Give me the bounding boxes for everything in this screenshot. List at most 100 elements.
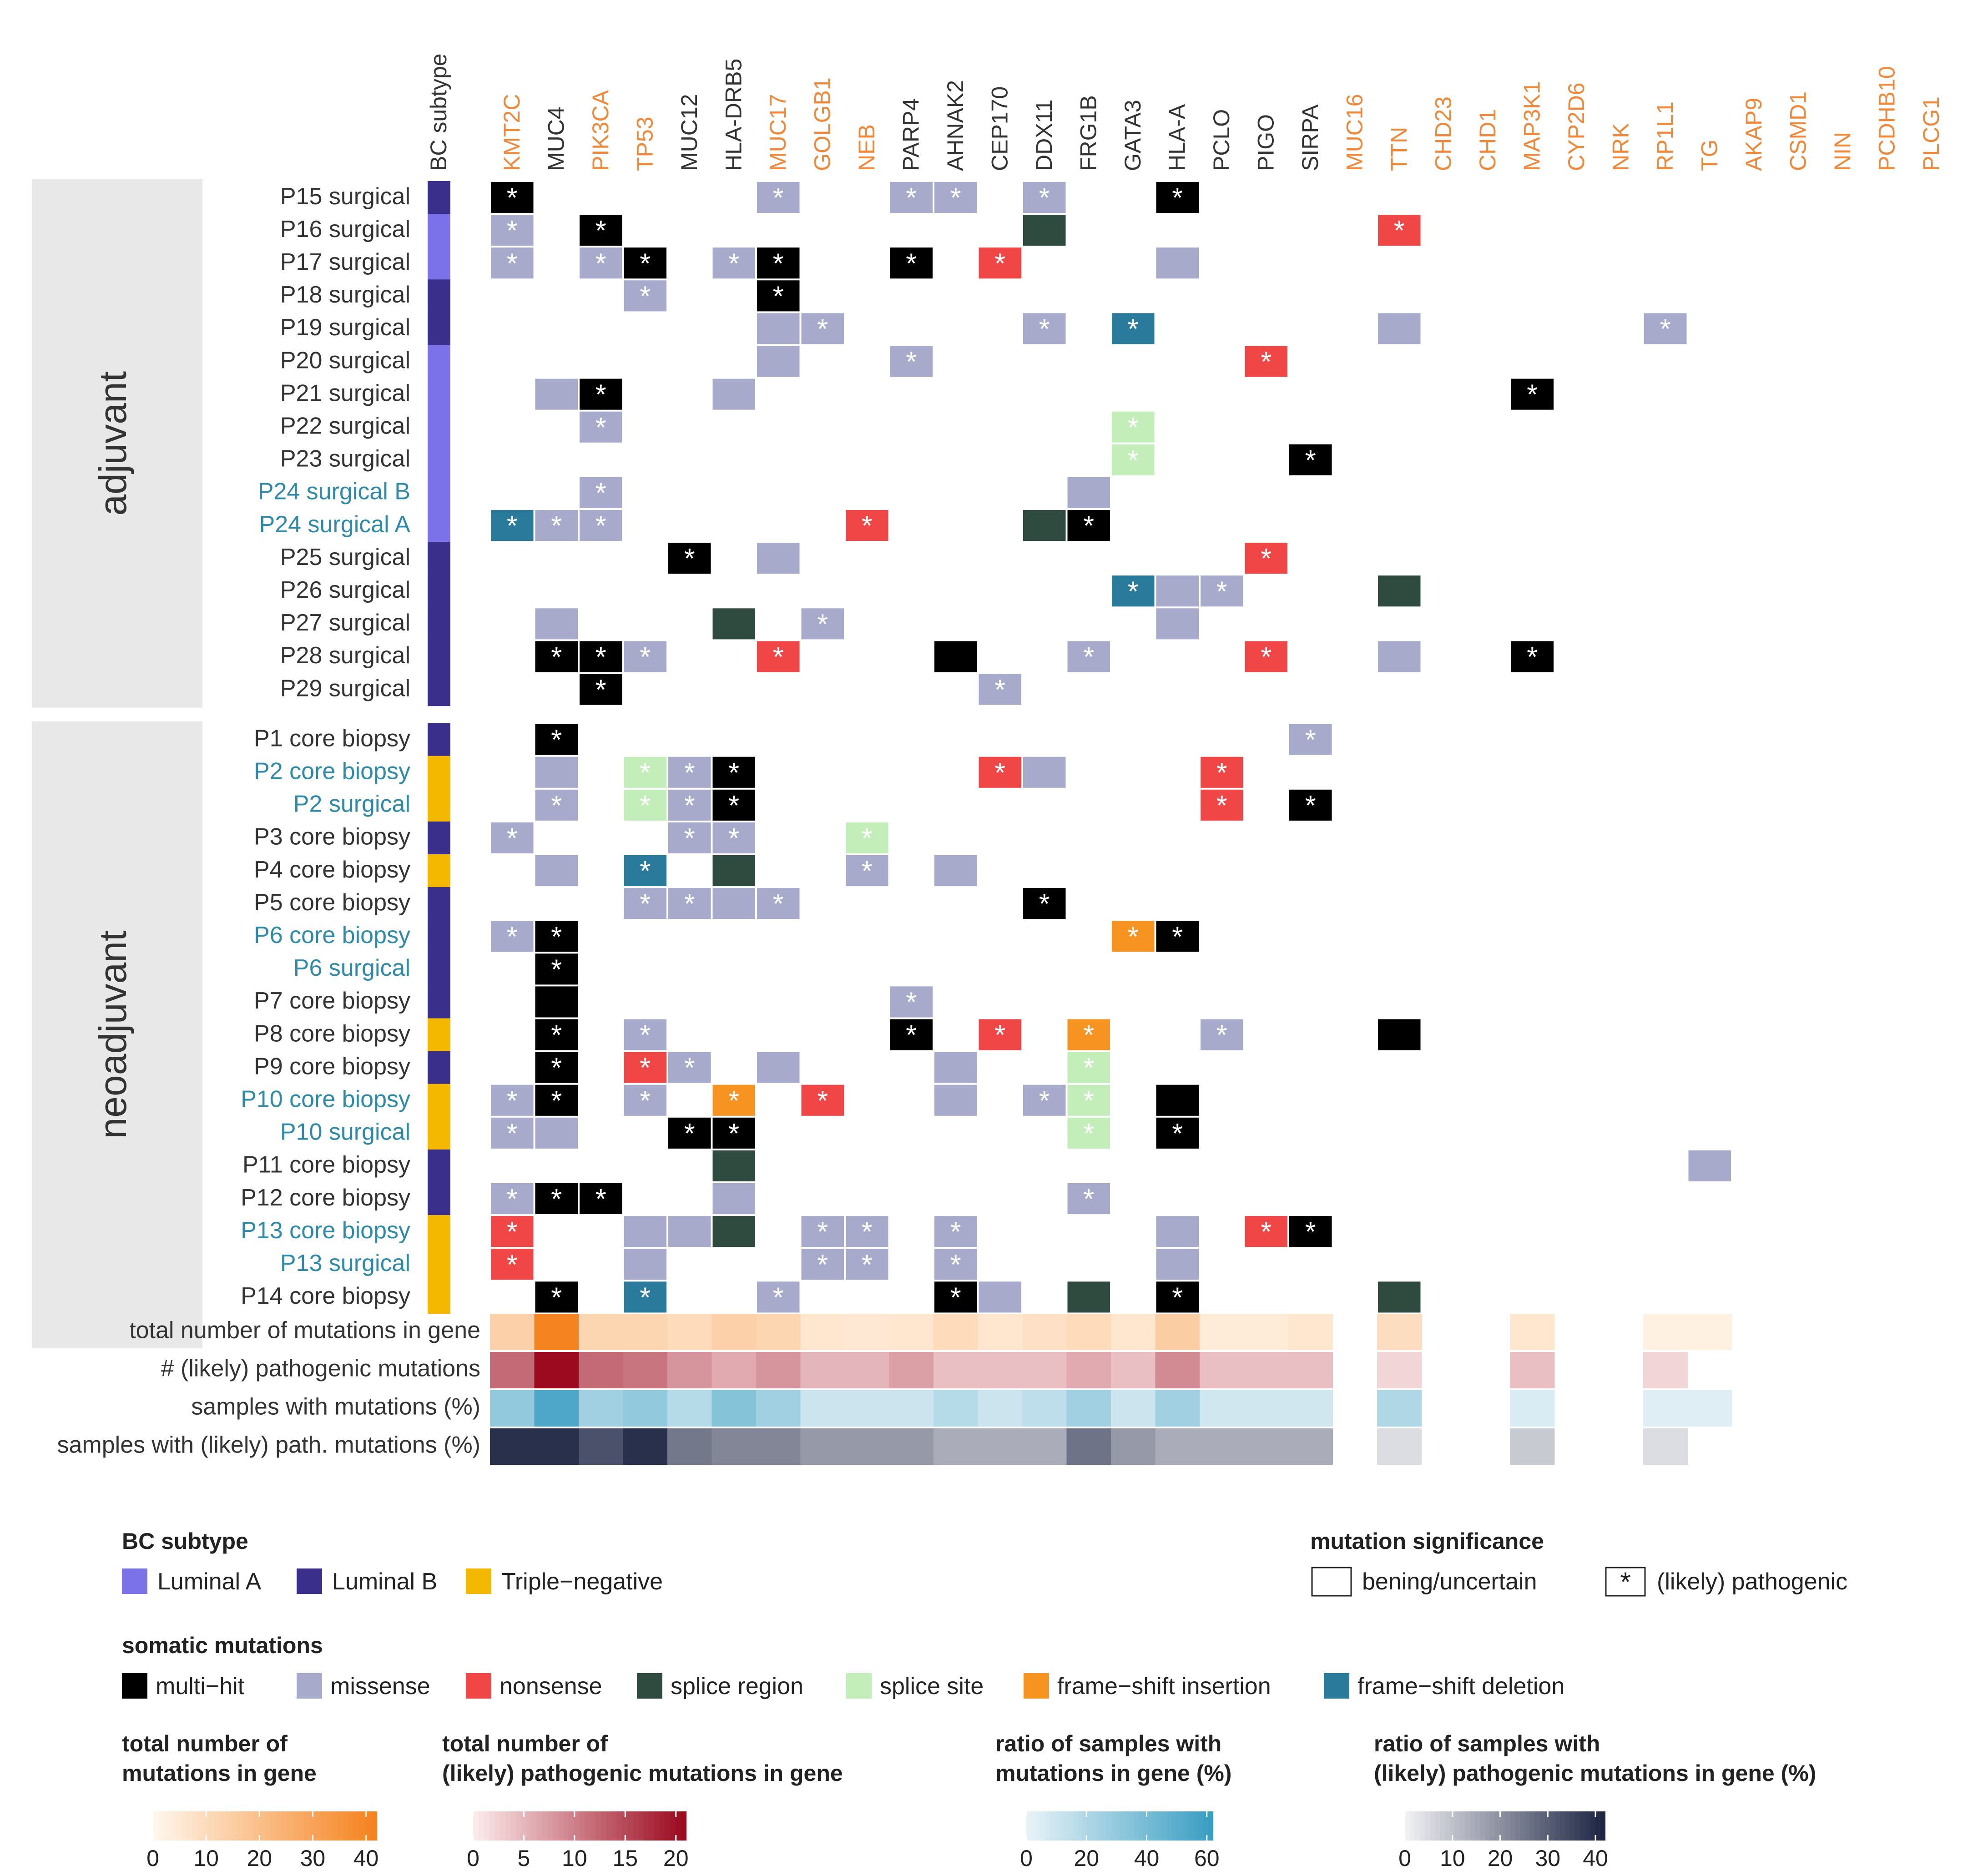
legend-scale-gradient-step	[515, 1811, 522, 1841]
summary-cell	[490, 1314, 535, 1350]
legend-scale-tick-label: 5	[518, 1846, 530, 1871]
legend-scale-gradient-step	[348, 1811, 355, 1841]
legend-scale-gradient-step	[649, 1811, 655, 1841]
cell-frameshift-insertion	[712, 1084, 755, 1116]
pathogenic-marker: *	[1261, 1216, 1272, 1248]
legend-scale-gradient-step	[1129, 1811, 1134, 1841]
cell-missense	[934, 855, 977, 887]
pathogenic-marker: *	[1305, 445, 1316, 476]
pathogenic-marker: *	[551, 954, 562, 985]
legend-scale-gradient-step	[1035, 1811, 1041, 1841]
legend-scale-gradient-step	[1203, 1811, 1209, 1841]
pathogenic-marker: *	[950, 1249, 961, 1281]
gene-label-AKAP9: AKAP9	[1741, 98, 1766, 171]
legend-scale-gradient-step	[225, 1811, 232, 1841]
legend-scale-gradient-step	[1171, 1811, 1176, 1841]
pathogenic-marker: *	[862, 1216, 873, 1248]
subtype-cell	[428, 640, 450, 674]
legend-scale-gradient-step	[1420, 1811, 1425, 1841]
pathogenic-marker: *	[1216, 757, 1227, 789]
cell-splice-region	[1023, 510, 1066, 541]
subtype-cell	[428, 1051, 450, 1084]
cell-nonsense	[1201, 756, 1243, 788]
pathogenic-marker: *	[595, 412, 606, 444]
legend-scale-gradient-step	[574, 1811, 580, 1841]
legend-scale-gradient-step	[1480, 1811, 1485, 1841]
summary-cell	[756, 1428, 801, 1465]
summary-cell	[1643, 1390, 1688, 1427]
sample-label: P2 surgical	[293, 791, 410, 817]
sample-label: P12 core biopsy	[241, 1185, 410, 1211]
summary-cell	[579, 1428, 623, 1465]
legend-scale-gradient-step	[1475, 1811, 1480, 1841]
pathogenic-marker: *	[773, 641, 784, 673]
legend-scale-gradient-step	[270, 1811, 277, 1841]
legend-subtype-swatch	[122, 1568, 147, 1594]
cell-multi-hit	[890, 247, 933, 279]
legend-scale-gradient-step	[484, 1811, 490, 1841]
legend-scale-gradient-step	[220, 1811, 226, 1841]
summary-cell	[1244, 1314, 1289, 1350]
gene-label-SIRPA: SIRPA	[1297, 104, 1323, 171]
pathogenic-marker: *	[1216, 790, 1227, 822]
cell-missense	[535, 756, 578, 788]
legend-scale-gradient-step	[542, 1811, 548, 1841]
subtype-cell	[428, 279, 450, 313]
summary-cell	[1510, 1428, 1555, 1465]
cell-multi-hit	[1067, 510, 1110, 541]
summary-cell	[934, 1390, 978, 1427]
pathogenic-marker: *	[1039, 1085, 1050, 1117]
pathogenic-marker: *	[551, 641, 562, 673]
cell-frameshift-insertion	[1067, 1019, 1110, 1050]
summary-cell	[1288, 1352, 1333, 1388]
cell-splice-site	[1067, 1052, 1110, 1083]
cell-missense	[1156, 247, 1199, 279]
summary-cell	[667, 1428, 712, 1465]
legend-scale-gradient-step	[1040, 1811, 1045, 1841]
cell-multi-hit	[535, 953, 578, 985]
legend-scale-gradient-step	[197, 1811, 204, 1841]
summary-cell	[712, 1428, 757, 1465]
pathogenic-marker: *	[1128, 576, 1139, 607]
sample-label: P10 core biopsy	[241, 1086, 410, 1112]
gene-label-FRG1B: FRG1B	[1075, 95, 1101, 171]
cell-nonsense	[491, 1216, 534, 1247]
sample-row-labels: P15 surgical P16 surgical P17 surgical P18 …	[241, 183, 410, 1309]
gene-label-CHD1: CHD1	[1475, 109, 1500, 171]
cell-nonsense	[979, 247, 1021, 279]
sample-label: P26 surgical	[280, 577, 410, 603]
legend-scale-gradient-step	[1505, 1811, 1510, 1841]
gene-label-TP53: TP53	[632, 116, 657, 171]
pathogenic-marker: *	[728, 248, 739, 279]
cell-frameshift-deletion	[1112, 575, 1155, 607]
legend-scale-gradient-step	[1166, 1811, 1171, 1841]
legend-scale-gradient-step	[606, 1811, 612, 1841]
legend-scale-gradient-step	[494, 1811, 500, 1841]
summary-cell	[800, 1428, 845, 1465]
group-label-adjuvant: adjuvant	[91, 371, 134, 516]
legend-scale-gradient-step	[265, 1811, 271, 1841]
sample-label: P10 surgical	[280, 1119, 410, 1145]
subtype-cell	[428, 443, 450, 477]
gene-label-CEP170: CEP170	[987, 86, 1012, 171]
cell-multi-hit	[535, 1183, 578, 1215]
cell-missense	[757, 182, 800, 213]
legend-scale-gradient-step	[1540, 1811, 1545, 1841]
cell-multi-hit	[712, 756, 755, 788]
cell-splice-site	[1112, 444, 1155, 475]
legend-scale-gradient-step	[192, 1811, 198, 1841]
sample-label: P1 core biopsy	[254, 725, 410, 751]
summary-cell	[1066, 1390, 1111, 1427]
cell-multi-hit	[1156, 182, 1199, 213]
pathogenic-marker: *	[728, 757, 739, 789]
summary-cell	[1155, 1390, 1200, 1427]
gene-label-PARP4: PARP4	[898, 98, 923, 171]
legend-scale-gradient-step	[1460, 1811, 1465, 1841]
cell-missense	[624, 888, 666, 919]
legend-scale-gradient-step	[1425, 1811, 1430, 1841]
cell-missense	[934, 1052, 977, 1083]
legend-scale-gradient-step	[1050, 1811, 1055, 1841]
sample-label: P6 surgical	[293, 955, 410, 981]
cell-missense	[757, 1052, 800, 1083]
pathogenic-marker: *	[773, 248, 784, 279]
